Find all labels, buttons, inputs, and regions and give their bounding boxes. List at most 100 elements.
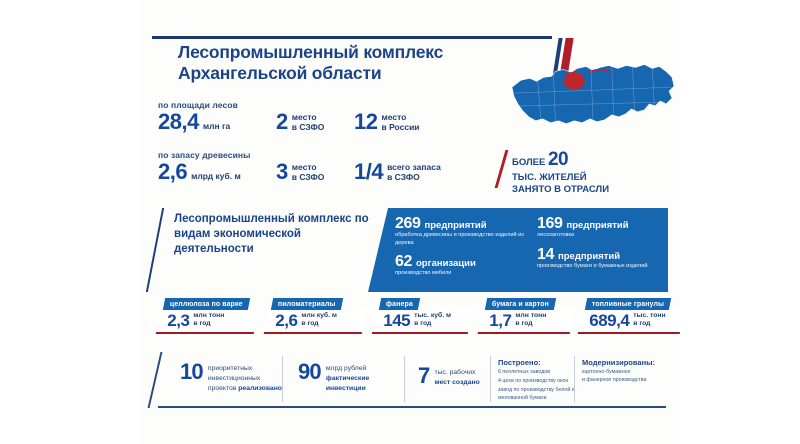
panel-item-number: 62 <box>395 253 412 271</box>
stat-value: 28,4 <box>158 109 199 134</box>
stat-unit-line1: млрд куб. м <box>191 171 241 182</box>
chip-value: 145 <box>383 311 411 331</box>
chip-unit: тыс. куб. м в год <box>414 312 451 329</box>
stat-unit-line2: в СЗФО <box>387 171 420 182</box>
stat-unit: место в России <box>381 112 420 133</box>
modernized-block: Модернизированы: картонно-бумажное и фан… <box>582 358 682 384</box>
chip-tag-label: фанера <box>386 300 413 308</box>
built-list-item: 6 пеллетных заводов <box>498 369 551 375</box>
stat-unit-line1: всего запаса <box>387 162 441 173</box>
stat-unit-line2: в СЗФО <box>291 121 325 132</box>
stat-value: 1/4 <box>354 159 384 184</box>
stat-unit: млрд куб. м <box>191 171 241 183</box>
chip-inner: 689,4 тыс. тонн в год <box>580 311 665 331</box>
chip-inner: 2,3 млн тонн в год <box>158 312 224 331</box>
stat-row-timber-stock: по запасу древесины 2,6 млрд куб. м 3 ме… <box>158 150 528 183</box>
chip-tag-label: бумага и картон <box>492 300 549 308</box>
chip-tag: пиломатериалы <box>270 298 343 310</box>
title-top-rule <box>152 36 552 39</box>
bottom-text-line2: мест создано <box>434 378 480 386</box>
bottom-text-line3: проектов реализовано <box>208 384 282 394</box>
product-chip-plywood: фанера 145 тыс. куб. м в год <box>371 298 473 336</box>
panel-item: 269 предприятий обработка древесины и пр… <box>395 216 535 247</box>
stat-item: 2 место в СЗФО <box>276 111 354 133</box>
employment-headline: БОЛЕЕ 20 <box>512 148 677 172</box>
bottom-text-line1: млрд рублей <box>325 365 367 372</box>
panel-item-number: 269 <box>395 215 421 232</box>
infographic-sheet: Лесопромышленный комплекс Архангельской … <box>140 0 685 444</box>
product-chip-paper-cardboard: бумага и картон 1,7 млн тонн в год <box>477 298 575 336</box>
stat-value: 3 <box>276 159 288 184</box>
panel-item-sub: производство бумаги и бумажных изделий <box>537 262 648 269</box>
panel-item: 62 организации производство мебели <box>395 254 535 278</box>
bottom-item-number: 7 <box>418 363 430 388</box>
panel-item-head: 62 организации <box>395 254 535 270</box>
stat-unit-line1: млн га <box>202 121 231 132</box>
bottom-text-line3: инвестиции <box>325 384 366 392</box>
bottom-item-projects: 10 приоритетных инвестиционных проектов … <box>180 359 282 394</box>
chip-inner: 1,7 млн тонн в год <box>480 311 546 331</box>
panel-item-sub: обработка древесины и производство издел… <box>395 232 524 246</box>
built-list-item: завод по производству белой и мелованной… <box>498 387 575 402</box>
chip-value: 689,4 <box>589 311 630 331</box>
panel-item-head: 169 предприятий <box>537 216 665 232</box>
bottom-text-line1: приоритетных <box>207 365 253 372</box>
stat-item: 2,6 млрд куб. м <box>158 161 276 183</box>
bottom-divider <box>574 356 575 402</box>
panel-item-head: 14 предприятий <box>537 246 665 263</box>
stat-unit-line2: в России <box>381 121 420 132</box>
stat-caption: по запасу древесины <box>158 150 251 160</box>
built-list-item: 4 цеха по производству окон <box>498 378 569 385</box>
built-heading: Построено: <box>498 358 541 367</box>
panel-item-sub: лесозаготовка <box>537 232 575 238</box>
chip-unit-line2: в год <box>515 320 533 328</box>
panel-item: 14 предприятий производство бумаги и бум… <box>537 246 665 271</box>
panel-item-label: предприятий <box>558 250 621 262</box>
chip-value: 1,7 <box>489 311 512 331</box>
bottom-item-number: 90 <box>298 359 322 384</box>
stat-unit-line1: место <box>291 162 317 173</box>
product-chip-sawnwood: пиломатериалы 2,6 млн куб. м в год <box>263 298 367 336</box>
employment-prefix: БОЛЕЕ <box>512 157 546 168</box>
chip-body: 2,3 млн тонн в год <box>155 310 259 334</box>
chip-tag-label: пиломатериалы <box>278 300 336 308</box>
panel-item: 169 предприятий лесозаготовка <box>537 216 665 240</box>
stat-unit-line1: место <box>381 112 407 123</box>
panel-item-label: предприятий <box>566 220 629 231</box>
stat-caption: по площади лесов <box>158 100 238 110</box>
bottom-item-number: 10 <box>180 359 204 384</box>
stat-unit-line2: в СЗФО <box>291 171 325 182</box>
chip-unit: млн тонн в год <box>193 312 224 329</box>
chip-unit-line2: в год <box>414 320 432 328</box>
panel-blue-background <box>368 208 668 292</box>
panel-heading: Лесопромышленный комплекс по видам эконо… <box>174 213 369 256</box>
chip-tag: целлюлоза по варке <box>162 298 250 310</box>
employment-block: БОЛЕЕ 20 ТЫС. ЖИТЕЛЕЙ ЗАНЯТО В ОТРАСЛИ <box>494 148 677 196</box>
stat-values: 2,6 млрд куб. м 3 место в СЗФО 1/4 всего <box>158 161 528 183</box>
chip-inner: 145 тыс. куб. м в год <box>374 311 451 331</box>
product-chip-pellets: топливные гранулы 689,4 тыс. тонн в год <box>577 298 685 336</box>
bottom-text-line2: инвестиционных <box>207 374 261 382</box>
stat-item: 12 место в России <box>354 111 420 133</box>
panel-item-number: 169 <box>537 215 563 232</box>
chip-tag: топливные гранулы <box>584 298 672 310</box>
chip-body: 2,6 млн куб. м в год <box>263 310 367 334</box>
title-line-1: Лесопромышленный комплекс <box>178 42 444 62</box>
stat-unit: млн га <box>202 121 231 133</box>
chip-inner: 2,6 млн куб. м в год <box>266 312 337 331</box>
chip-unit-line2: в год <box>301 320 319 328</box>
title-block: Лесопромышленный комплекс Архангельской … <box>152 36 574 86</box>
employment-line-2: ТЫС. ЖИТЕЛЕЙ <box>512 171 587 183</box>
chip-tag-label: топливные гранулы <box>592 300 665 308</box>
bottom-item-text: млрд рублей фактические инвестиции <box>326 362 369 394</box>
russia-map-svg <box>511 64 675 125</box>
panel-left-accent-rule <box>145 208 165 292</box>
bottom-text-line3-a: проектов <box>207 384 237 392</box>
stat-value: 12 <box>354 109 378 134</box>
bottom-item-text: тыс. рабочих мест создано <box>434 366 479 388</box>
bottom-item-text: приоритетных инвестиционных проектов реа… <box>208 362 282 394</box>
chip-tag-label: целлюлоза по варке <box>170 300 243 308</box>
panel-column-left: 269 предприятий обработка древесины и пр… <box>395 216 535 285</box>
panel-item-label: предприятий <box>424 220 487 231</box>
chip-tag: фанера <box>378 298 421 310</box>
